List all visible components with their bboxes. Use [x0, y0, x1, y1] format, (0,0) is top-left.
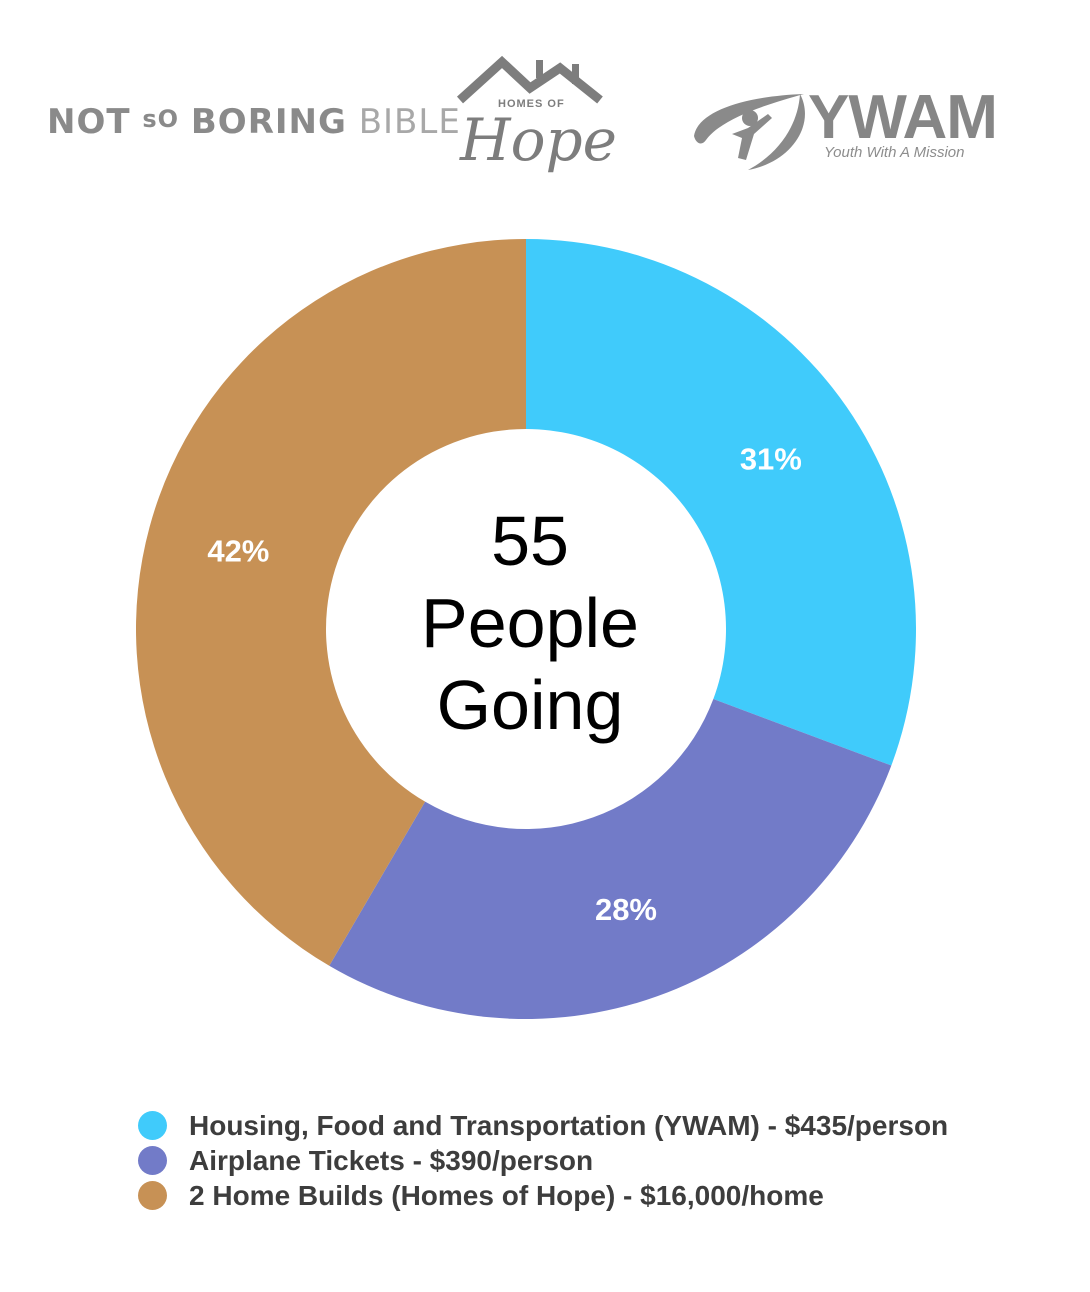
center-line-2: People [421, 584, 639, 662]
slice-label-housing: 31% [740, 442, 802, 477]
nsbb-word-4: BIBLE [358, 102, 461, 142]
center-line-3: Going [436, 666, 624, 744]
ywam-tagline: Youth With A Mission [824, 144, 965, 161]
nsbb-word-1: NOT [47, 102, 131, 142]
slice-label-homes: 42% [207, 534, 269, 569]
nsbb-word-2: sO [142, 105, 180, 133]
donut-chart: 31% 28% 42% [136, 239, 917, 1019]
legend-swatch-housing [138, 1111, 167, 1140]
legend-label-housing: Housing, Food and Transportation (YWAM) … [189, 1109, 949, 1141]
legend-item-homes: 2 Home Builds (Homes of Hope) - $16,000/… [138, 1178, 948, 1213]
house-roof-icon [456, 55, 603, 104]
legend-swatch-airplane [138, 1146, 167, 1175]
ywam-swoosh-icon [694, 94, 805, 170]
logo-bar: NOT sO BORING BIBLE HOMES OF Hope YWAM Y… [0, 40, 1090, 200]
donut-slice-housing [526, 239, 917, 766]
legend-item-housing: Housing, Food and Transportation (YWAM) … [138, 1108, 948, 1143]
not-so-boring-bible-logo: NOT sO BORING BIBLE [47, 102, 461, 142]
ywam-name: YWAM [808, 83, 998, 152]
donut-slice-homes [136, 239, 526, 966]
donut-center-text: 55 People Going [330, 500, 730, 746]
homes-of-text: HOMES OF [498, 98, 565, 110]
legend-label-airplane: Airplane Tickets - $390/person [189, 1144, 594, 1176]
ywam-logo: YWAM Youth With A Mission [688, 74, 998, 184]
legend-label-homes: 2 Home Builds (Homes of Hope) - $16,000/… [189, 1179, 824, 1211]
homes-of-hope-logo: HOMES OF Hope [452, 54, 617, 184]
legend-swatch-homes [138, 1181, 167, 1210]
legend-item-airplane: Airplane Tickets - $390/person [138, 1143, 948, 1178]
center-line-1: 55 [491, 502, 569, 580]
nsbb-word-3: BORING [190, 102, 347, 142]
donut-slice-airplane [329, 699, 892, 1019]
slice-label-airplane: 28% [595, 892, 657, 927]
chart-legend: Housing, Food and Transportation (YWAM) … [138, 1108, 948, 1213]
hope-text: Hope [460, 106, 617, 174]
